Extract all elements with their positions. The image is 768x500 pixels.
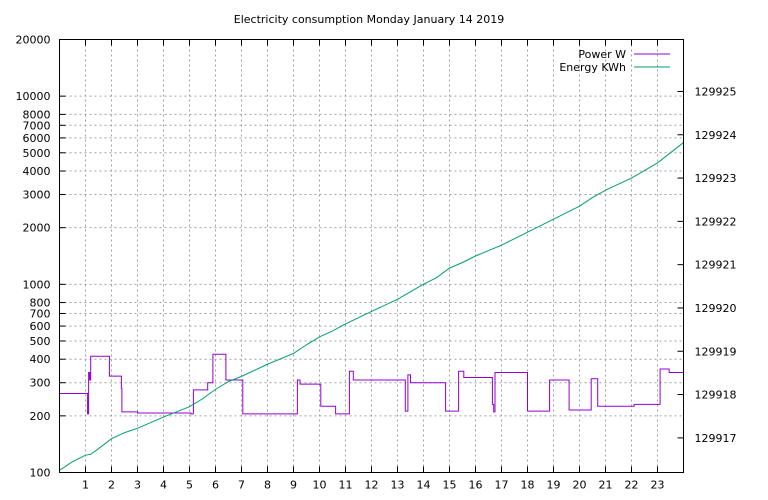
- x-tick-label: 21: [599, 479, 613, 492]
- y-tick-label: 8000: [23, 108, 51, 121]
- x-tick-label: 1: [82, 479, 89, 492]
- y2-tick-label: 129918: [695, 389, 737, 402]
- y-tick-label: 6000: [23, 132, 51, 145]
- chart-title: Electricity consumption Monday January 1…: [234, 13, 504, 26]
- y-tick-label: 700: [30, 307, 51, 320]
- y-tick-label: 400: [30, 353, 51, 366]
- x-tick-label: 3: [134, 479, 141, 492]
- legend-label: Energy KWh: [559, 61, 626, 74]
- x-tick-label: 10: [313, 479, 327, 492]
- x-tick-label: 22: [625, 479, 639, 492]
- power-series-line: [59, 353, 684, 415]
- y-tick-label: 3000: [23, 189, 51, 202]
- y-tick-label: 2000: [23, 222, 51, 235]
- y-tick-label: 20000: [16, 34, 51, 47]
- y2-tick-label: 129921: [695, 259, 737, 272]
- x-tick-label: 12: [365, 479, 379, 492]
- x-tick-label: 9: [290, 479, 297, 492]
- plot-series: [59, 142, 684, 471]
- y-tick-label: 100: [30, 467, 51, 480]
- y2-tick-label: 129923: [695, 172, 737, 185]
- y-tick-label: 7000: [23, 119, 51, 132]
- y-tick-label: 1000: [23, 278, 51, 291]
- y2-tick-label: 129925: [695, 85, 737, 98]
- x-tick-label: 16: [469, 479, 483, 492]
- y2-tick-label: 129924: [695, 129, 737, 142]
- x-tick-label: 7: [238, 479, 245, 492]
- y-tick-label: 800: [30, 297, 51, 310]
- y2-tick-label: 129920: [695, 302, 737, 315]
- x-tick-label: 5: [186, 479, 193, 492]
- legend-label: Power W: [578, 48, 626, 61]
- x-tick-label: 19: [547, 479, 561, 492]
- x-tick-label: 18: [521, 479, 535, 492]
- x-tick-label: 4: [160, 479, 167, 492]
- y-tick-label: 10000: [16, 90, 51, 103]
- x-tick-label: 14: [417, 479, 431, 492]
- y-tick-label: 600: [30, 320, 51, 333]
- y-tick-label: 4000: [23, 165, 51, 178]
- grid: [59, 39, 684, 473]
- x-tick-label: 15: [443, 479, 457, 492]
- y-tick-label: 200: [30, 410, 51, 423]
- y2-tick-label: 129919: [695, 345, 737, 358]
- energy-series-line: [59, 142, 684, 471]
- x-tick-label: 6: [212, 479, 219, 492]
- x-tick-label: 23: [651, 479, 665, 492]
- x-tick-label: 2: [108, 479, 115, 492]
- x-tick-label: 8: [264, 479, 271, 492]
- axis-ticks: 1 2 3 4 5 6 7 8 9 10 11 12 13 14 15 16 17 18 19 20 21 22 23100…: [16, 34, 737, 492]
- y-tick-label: 5000: [23, 147, 51, 160]
- x-tick-label: 17: [495, 479, 509, 492]
- x-tick-label: 13: [391, 479, 405, 492]
- y-tick-label: 300: [30, 377, 51, 390]
- x-tick-label: 11: [339, 479, 353, 492]
- y2-tick-label: 129922: [695, 215, 737, 228]
- y-tick-label: 500: [30, 335, 51, 348]
- x-tick-label: 20: [573, 479, 587, 492]
- y2-tick-label: 129917: [695, 432, 737, 445]
